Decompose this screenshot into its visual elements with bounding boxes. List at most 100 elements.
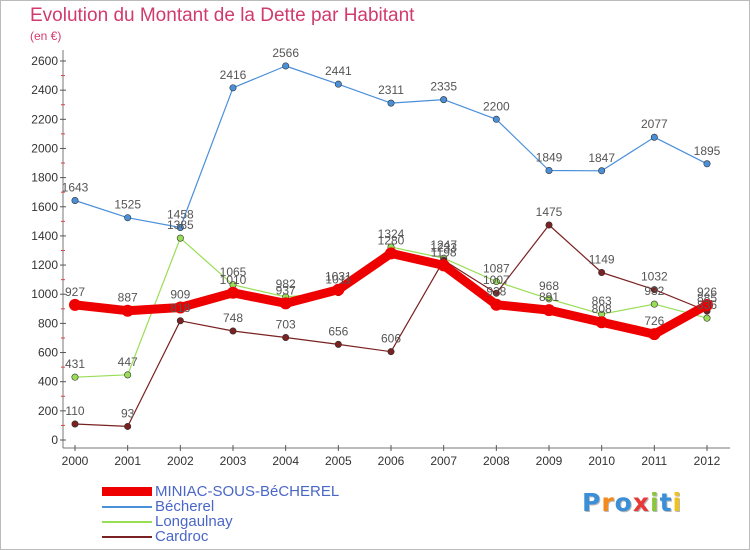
data-label-miniac: 891 xyxy=(539,290,559,304)
x-tick-label: 2002 xyxy=(167,454,194,468)
data-point-cardroc xyxy=(334,340,342,348)
y-tick-label: 0 xyxy=(51,433,58,447)
chart-title: Evolution du Montant de la Dette par Hab… xyxy=(30,5,415,26)
data-point-miniac xyxy=(701,299,713,312)
data-label-longaulnay: 932 xyxy=(644,284,664,298)
y-tick-label: 800 xyxy=(38,316,58,330)
legend-swatch xyxy=(102,535,152,538)
data-point-miniac xyxy=(595,316,608,329)
data-label-cardroc: 1475 xyxy=(536,205,563,219)
data-point-miniac xyxy=(543,304,555,317)
data-point-cardroc xyxy=(598,269,606,277)
data-point-longaulnay xyxy=(545,295,553,303)
legend-item-cardroc: Cardroc xyxy=(102,528,339,545)
data-label-longaulnay: 863 xyxy=(592,294,612,308)
data-point-becherel xyxy=(176,223,184,231)
data-label-becherel: 1643 xyxy=(62,181,89,195)
x-tick-label: 2003 xyxy=(220,454,247,468)
series-layer xyxy=(69,62,713,430)
data-label-miniac: 887 xyxy=(118,291,138,305)
data-label-longaulnay: 1385 xyxy=(167,218,194,232)
y-tick-label: 200 xyxy=(38,404,58,418)
legend-label: Cardroc xyxy=(155,528,209,545)
logo-letter: t xyxy=(659,488,673,517)
data-point-becherel xyxy=(440,96,448,104)
data-label-miniac: 1280 xyxy=(378,233,405,247)
data-label-becherel: 2335 xyxy=(430,80,457,94)
y-tick-label: 1000 xyxy=(31,287,58,301)
data-point-miniac xyxy=(648,328,661,341)
data-label-becherel: 1525 xyxy=(114,198,141,212)
y-tick-label: 1800 xyxy=(31,171,58,185)
data-label-becherel: 1458 xyxy=(167,207,194,221)
y-tick-label: 600 xyxy=(38,346,58,360)
data-label-miniac: 926 xyxy=(697,285,717,299)
data-point-becherel xyxy=(703,160,711,168)
data-label-longaulnay: 982 xyxy=(276,277,296,291)
data-point-becherel xyxy=(492,115,500,123)
data-label-miniac: 808 xyxy=(592,302,612,316)
y-tick-label: 400 xyxy=(38,375,58,389)
legend-label: Bécherel xyxy=(155,498,215,515)
data-point-cardroc xyxy=(176,317,184,325)
x-tick-label: 2010 xyxy=(588,454,615,468)
data-label-longaulnay: 1247 xyxy=(430,238,457,252)
data-label-longaulnay: 1011 xyxy=(325,273,351,287)
y-tick-label: 2600 xyxy=(31,54,58,68)
data-label-cardroc: 1007 xyxy=(483,273,510,287)
y-tick-label: 1600 xyxy=(31,200,58,214)
proxiti-logo: Proxiti xyxy=(582,488,682,517)
y-tick-label: 2400 xyxy=(31,83,58,97)
data-point-becherel xyxy=(124,214,132,222)
data-label-cardroc: 1233 xyxy=(430,240,457,254)
data-point-becherel xyxy=(334,80,342,88)
data-point-cardroc xyxy=(229,327,237,335)
axes: 0 200 400 600 800 1000 1200 1400 1600 1800 2000 220… xyxy=(31,50,730,468)
y-tick-label: 1400 xyxy=(31,229,58,243)
x-tick-label: 2012 xyxy=(694,454,721,468)
chart-subtitle: (en €) xyxy=(30,29,62,43)
data-label-longaulnay: 1087 xyxy=(483,262,510,276)
x-tick-label: 2001 xyxy=(114,454,141,468)
legend-label: MINIAC-SOUS-BéCHEREL xyxy=(155,483,340,500)
data-label-becherel: 2566 xyxy=(272,46,299,60)
legend-swatch xyxy=(102,520,152,523)
data-point-becherel xyxy=(650,133,658,141)
data-label-becherel: 1847 xyxy=(588,151,615,165)
data-label-cardroc: 885 xyxy=(697,291,717,305)
logo-letter: P xyxy=(582,488,602,517)
data-point-miniac xyxy=(279,297,292,310)
data-label-miniac: 928 xyxy=(486,285,506,299)
data-point-miniac xyxy=(121,304,134,317)
x-tick-label: 2000 xyxy=(62,454,89,468)
data-label-miniac: 1010 xyxy=(220,273,247,287)
logo-letter: o xyxy=(614,488,633,517)
data-label-longaulnay: 836 xyxy=(697,298,717,312)
legend-swatch xyxy=(102,487,152,496)
data-label-becherel: 1849 xyxy=(536,150,563,164)
data-point-longaulnay xyxy=(650,300,658,308)
logo-letter: i xyxy=(650,488,660,517)
y-tick-label: 1200 xyxy=(31,258,58,272)
data-label-longaulnay: 1324 xyxy=(378,227,405,241)
data-label-cardroc: 110 xyxy=(65,404,84,418)
data-point-longaulnay xyxy=(71,373,79,381)
legend-item-longaulnay: Longaulnay xyxy=(102,513,339,530)
data-label-miniac: 1198 xyxy=(431,245,457,259)
data-point-longaulnay xyxy=(124,371,132,379)
x-tick-label: 2011 xyxy=(641,454,667,468)
data-label-cardroc: 1149 xyxy=(589,253,615,267)
legend-item-miniac: MINIAC-SOUS-BéCHEREL xyxy=(102,483,340,500)
data-point-becherel xyxy=(71,197,79,205)
x-tick-label: 2009 xyxy=(536,454,563,468)
data-point-cardroc xyxy=(650,286,658,294)
data-label-miniac: 937 xyxy=(276,283,296,297)
data-point-becherel xyxy=(282,62,290,70)
data-label-longaulnay: 431 xyxy=(65,357,85,371)
data-point-becherel xyxy=(598,167,606,175)
data-label-longaulnay: 447 xyxy=(118,355,138,369)
y-tick-label: 2200 xyxy=(31,112,58,126)
data-point-cardroc xyxy=(71,420,79,428)
x-tick-label: 2004 xyxy=(272,454,299,468)
data-label-becherel: 2441 xyxy=(325,64,352,78)
